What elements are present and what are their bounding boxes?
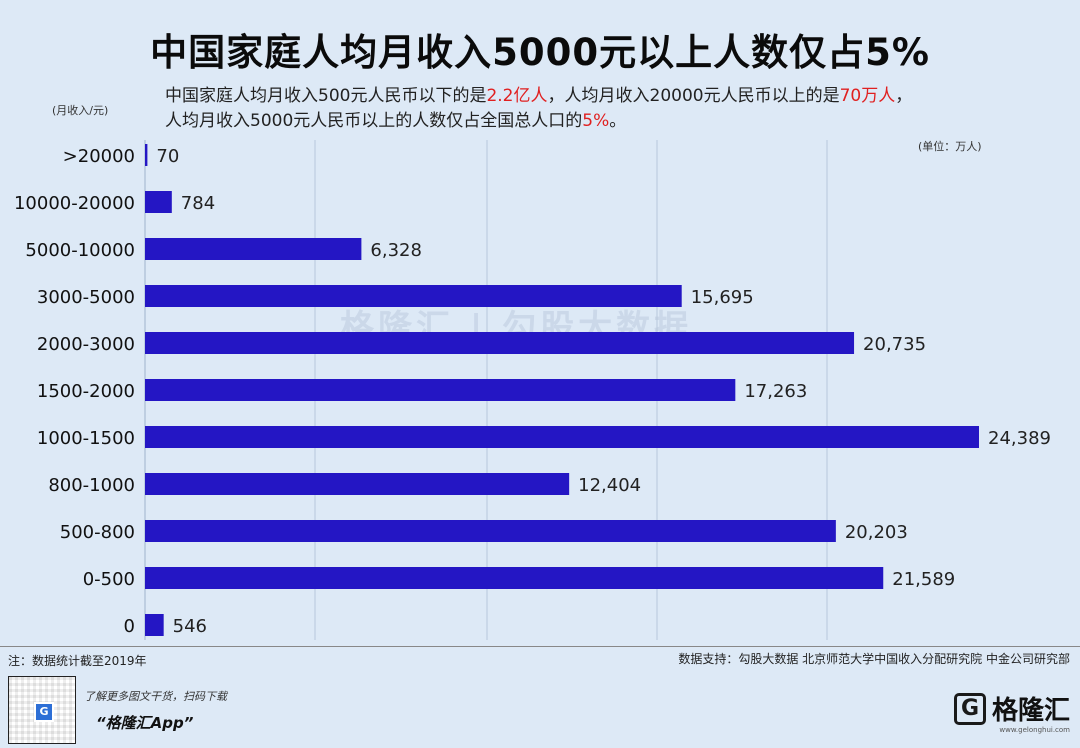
bar	[145, 238, 362, 260]
category-label: >20000	[63, 146, 135, 167]
footer-divider	[0, 646, 1080, 647]
value-unit: (单位：万人)	[918, 140, 982, 153]
bar	[145, 144, 148, 166]
bar-chart: >20000 70 10000-20000 784 5000-10000 6,328 300…	[14, 140, 1051, 640]
subtitle-highlight: 2.2亿人	[486, 86, 548, 106]
subtitle-highlight: 70万人	[839, 86, 896, 106]
promo-app-name: “格隆汇App”	[96, 714, 194, 732]
data-label: 784	[181, 193, 215, 214]
bar	[145, 426, 979, 448]
category-label: 800-1000	[48, 475, 135, 496]
qr-code: G	[8, 676, 76, 744]
footnote: 注：数据统计截至2019年	[8, 654, 147, 668]
category-label: 5000-10000	[25, 240, 135, 261]
subtitle-highlight: 5%	[582, 111, 610, 131]
promo-text: 了解更多图文干货，扫码下载	[84, 690, 227, 703]
data-label: 546	[173, 616, 207, 637]
category-label: 1500-2000	[37, 381, 135, 402]
bar	[145, 191, 172, 213]
subtitle-text: 中国家庭人均月收入500元人民币以下的是	[165, 86, 487, 106]
y-axis-unit: (月收入/元)	[52, 104, 109, 117]
logo-g-icon: G	[953, 692, 986, 725]
logo-url: www.gelonghui.com	[999, 726, 1070, 734]
brand-logo: G 格隆汇 www.gelonghui.com	[953, 690, 1070, 734]
category-label: 500-800	[60, 522, 135, 543]
bar	[145, 285, 682, 307]
data-label: 15,695	[691, 287, 754, 308]
category-label: 2000-3000	[37, 334, 135, 355]
data-label: 12,404	[578, 475, 641, 496]
subtitle-text: 。	[609, 111, 627, 131]
category-label: 0	[124, 616, 135, 637]
data-label: 17,263	[744, 381, 807, 402]
subtitle-text: ，人均月收入20000元人民币以上的是	[547, 86, 840, 106]
category-label: 10000-20000	[14, 193, 135, 214]
logo-text: 格隆汇	[991, 696, 1070, 726]
bar	[145, 520, 836, 542]
data-label: 21,589	[892, 569, 955, 590]
bar	[145, 567, 884, 589]
data-label: 6,328	[370, 240, 422, 261]
data-label: 24,389	[988, 428, 1051, 449]
category-label: 3000-5000	[37, 287, 135, 308]
bar	[145, 332, 855, 354]
data-label: 20,203	[845, 522, 908, 543]
data-label: 20,735	[863, 334, 926, 355]
category-label: 0-500	[83, 569, 135, 590]
subtitle-text: ，	[895, 86, 913, 106]
bar	[145, 614, 164, 636]
data-label: 70	[156, 146, 179, 167]
chart-title: 中国家庭人均月收入5000元以上人数仅占5%	[150, 31, 930, 74]
data-source: 数据支持：勾股大数据 北京师范大学中国收入分配研究院 中金公司研究部	[678, 652, 1070, 666]
category-label: 1000-1500	[37, 428, 135, 449]
bar	[145, 379, 736, 401]
qr-logo-icon: G	[34, 702, 54, 722]
bar	[145, 473, 570, 495]
chart-subtitle: 中国家庭人均月收入500元人民币以下的是2.2亿人，人均月收入20000元人民币…	[165, 84, 1045, 134]
subtitle-text: 人均月收入5000元人民币以上的人数仅占全国总人口的	[165, 111, 583, 131]
